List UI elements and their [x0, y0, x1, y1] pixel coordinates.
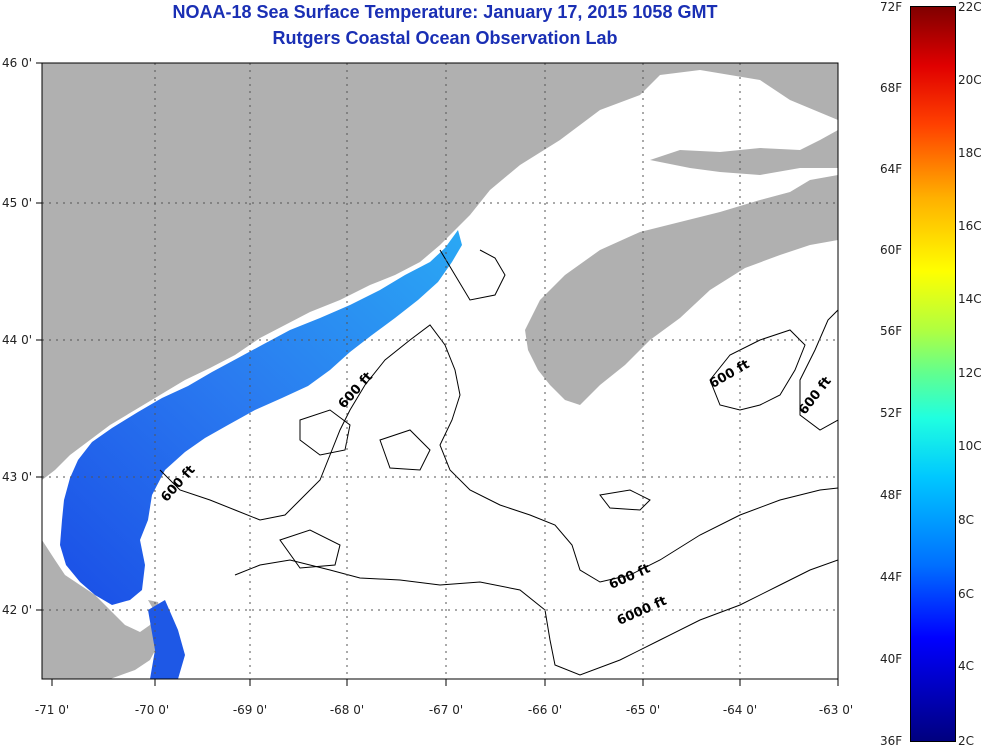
colorbar-f-52: 52F — [880, 406, 903, 420]
temperature-colorbar — [910, 6, 956, 742]
axis-ticks — [36, 62, 839, 686]
colorbar-f-60: 60F — [880, 243, 903, 257]
map-frame — [41, 62, 839, 680]
colorbar-f-56: 56F — [880, 324, 903, 338]
colorbar-f-48: 48F — [880, 488, 903, 502]
land-massachusetts — [42, 540, 162, 679]
land-cape-breton — [650, 130, 838, 175]
colorbar-f-68: 68F — [880, 81, 903, 95]
colorbar-c-10: 10C — [958, 439, 982, 453]
colorbar-c-12: 12C — [958, 366, 982, 380]
map-title: NOAA-18 Sea Surface Temperature: January… — [172, 2, 718, 22]
colorbar-c-18: 18C — [958, 146, 982, 160]
lat-label-44: 44 0' — [2, 333, 33, 347]
lon-label-70: -70 0' — [134, 703, 170, 717]
lon-label-66: -66 0' — [527, 703, 563, 717]
colorbar-c-20: 20C — [958, 73, 982, 87]
lon-label-68: -68 0' — [329, 703, 365, 717]
colorbar-c-2: 2C — [958, 734, 975, 748]
map-subtitle: Rutgers Coastal Ocean Observation Lab — [272, 28, 618, 48]
graticule — [42, 63, 838, 679]
colorbar-c-8: 8C — [958, 513, 975, 527]
lon-label-67: -67 0' — [428, 703, 464, 717]
colorbar-f-44: 44F — [880, 570, 903, 584]
colorbar-f-36: 36F — [880, 734, 903, 748]
colorbar-f-72: 72F — [880, 0, 903, 14]
lon-label-69: -69 0' — [232, 703, 268, 717]
sst-swath — [60, 230, 462, 605]
colorbar-c-16: 16C — [958, 219, 982, 233]
colorbar-c-4: 4C — [958, 659, 975, 673]
lon-label-64: -64 0' — [722, 703, 758, 717]
bathymetry-contours — [159, 249, 838, 676]
lat-label-42: 42 0' — [2, 603, 33, 617]
colorbar-c-6: 6C — [958, 587, 975, 601]
lon-label-65: -65 0' — [625, 703, 661, 717]
land-nova-scotia — [525, 175, 838, 405]
lat-label-46: 46 0' — [2, 56, 33, 70]
colorbar-c-14: 14C — [958, 292, 982, 306]
sst-swath-south — [148, 600, 185, 679]
lat-label-43: 43 0' — [2, 470, 33, 484]
lon-label-71: -71 0' — [34, 703, 70, 717]
colorbar-f-40: 40F — [880, 652, 903, 666]
colorbar-c-22: 22C — [958, 0, 982, 14]
lon-label-63: -63 0' — [818, 703, 854, 717]
land-mainland — [42, 63, 838, 480]
lat-label-45: 45 0' — [2, 196, 33, 210]
colorbar-f-64: 64F — [880, 162, 903, 176]
